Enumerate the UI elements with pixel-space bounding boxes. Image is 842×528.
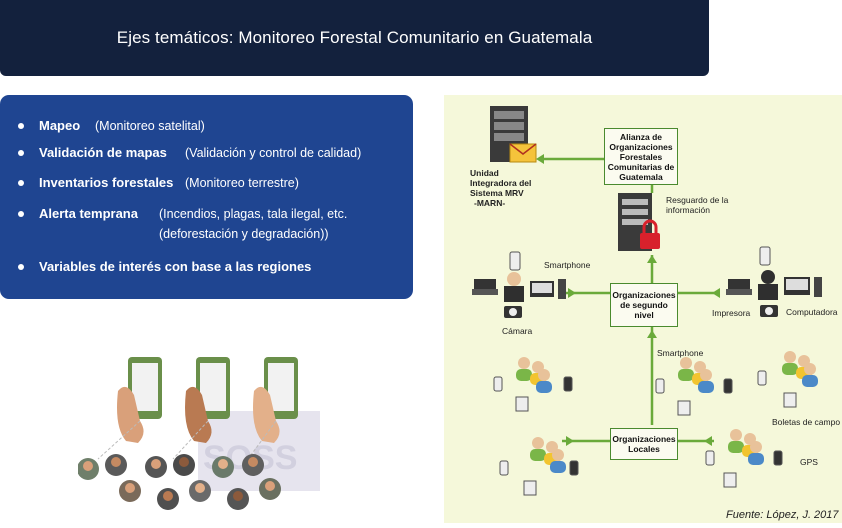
alianza-line: Forestales — [619, 151, 663, 162]
computadora-label: Computadora — [786, 307, 838, 317]
community-monitoring-illustration: SOSS — [77, 351, 320, 523]
unidad-label: Unidad Integradora del Sistema MRV -MARN… — [470, 168, 531, 208]
field-devices — [493, 370, 797, 496]
locales-line: Organizaciones — [612, 434, 676, 444]
locales-line: Locales — [628, 444, 660, 454]
gps-label: GPS — [800, 457, 818, 467]
right-devices — [726, 246, 822, 317]
unidad-line: -MARN- — [474, 198, 506, 208]
resguardo-label: Resguardo de la información — [666, 195, 728, 215]
segundo-nivel-box: Organizaciones de segundo nivel — [610, 283, 678, 327]
resguardo-line: Resguardo de la — [666, 195, 729, 205]
alianza-line: Organizaciones — [609, 141, 673, 152]
boletas-label: Boletas de campo — [772, 417, 841, 427]
mrv-flow-diagram: Unidad Integradora del Sistema MRV -MARN… — [444, 95, 842, 523]
resguardo-line: información — [666, 205, 710, 215]
topics-card: Mapeo (Monitoreo satelital) Validación d… — [0, 95, 413, 299]
unidad-line: Integradora del — [470, 178, 532, 188]
smartphone-label-top: Smartphone — [544, 260, 591, 270]
source-citation: Fuente: López, J. 2017 — [726, 509, 839, 521]
topic-label: Variables de interés con base a las regi… — [39, 259, 312, 274]
server-icon — [490, 106, 537, 163]
topic-label: Mapeo — [39, 118, 81, 133]
unidad-line: Sistema MRV — [470, 188, 524, 198]
impresora-label: Impresora — [712, 308, 751, 318]
slide-title-text: Ejes temáticos: Monitoreo Forestal Comun… — [116, 28, 593, 47]
alianza-line: Alianza de — [619, 131, 663, 142]
topic-label: Validación de mapas — [39, 145, 167, 160]
alianza-line: Guatemala — [619, 171, 663, 182]
left-devices — [472, 251, 566, 318]
secure-server-icon — [618, 193, 660, 251]
topic-label: Inventarios forestales — [39, 175, 174, 190]
topic-label: Alerta temprana — [39, 206, 138, 221]
slide-title: Ejes temáticos: Monitoreo Forestal Comun… — [0, 0, 709, 76]
topic-detail: (Monitoreo terrestre) — [185, 176, 299, 190]
segundo-nivel-line: Organizaciones — [612, 290, 676, 300]
alianza-box: Alianza de Organizaciones Forestales Com… — [604, 128, 678, 185]
topic-detail-second-line: (deforestación y degradación)) — [159, 227, 329, 241]
unidad-line: Unidad — [470, 168, 499, 178]
segundo-nivel-line: nivel — [634, 310, 654, 320]
topic-detail: (Validación y control de calidad) — [185, 146, 362, 160]
segundo-nivel-line: de segundo — [620, 300, 668, 310]
topic-detail: (Incendios, plagas, tala ilegal, etc. — [159, 207, 348, 221]
alianza-line: Comunitarias de — [607, 161, 675, 172]
smartphone-label-mid: Smartphone — [657, 348, 704, 358]
community-groups — [516, 351, 818, 473]
camara-label: Cámara — [502, 326, 533, 336]
topic-detail: (Monitoreo satelital) — [95, 119, 205, 133]
locales-box: Organizaciones Locales — [610, 428, 678, 460]
